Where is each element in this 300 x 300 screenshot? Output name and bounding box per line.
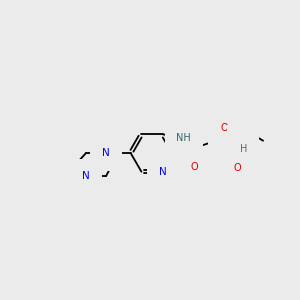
Text: N: N <box>239 137 247 147</box>
Text: NH: NH <box>176 134 191 143</box>
Text: O: O <box>234 164 242 173</box>
Text: N: N <box>102 148 110 158</box>
Text: N: N <box>82 171 90 181</box>
Text: O: O <box>220 123 228 134</box>
Text: H: H <box>240 144 247 154</box>
Text: S: S <box>225 143 233 156</box>
Text: O: O <box>191 162 198 172</box>
Text: N: N <box>159 167 167 177</box>
